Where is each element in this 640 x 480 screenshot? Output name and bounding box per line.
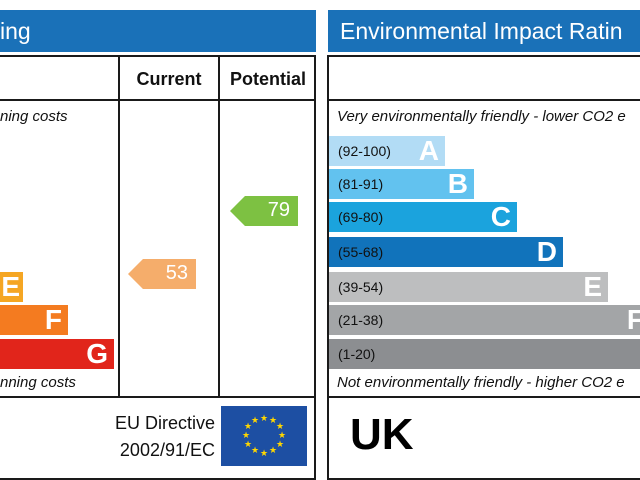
environmental-rating-header: Environmental Impact Ratin	[328, 10, 640, 52]
energy-header-row-divider	[0, 99, 316, 101]
environmental-band-f: (21-38) F	[329, 305, 640, 335]
environmental-band-c-range: (69-80)	[338, 209, 384, 225]
eu-directive-line1: EU Directive	[114, 413, 215, 433]
svg-text:★: ★	[276, 440, 284, 450]
energy-top-note: ning costs	[0, 108, 68, 125]
environmental-band-f-letter: F	[626, 305, 640, 335]
eu-directive-text: EU Directive 2002/91/EC	[60, 410, 215, 464]
energy-band-g: G	[0, 338, 114, 369]
energy-band-f: F	[0, 304, 68, 335]
eu-flag-icon: ★ ★ ★ ★ ★ ★ ★ ★ ★ ★ ★ ★	[221, 406, 307, 466]
environmental-band-e-letter: E	[583, 271, 602, 302]
svg-text:★: ★	[269, 446, 277, 456]
environmental-bottom-note: Not environmentally friendly - higher CO…	[337, 374, 625, 391]
country-label: UK	[350, 410, 414, 459]
svg-text:★: ★	[251, 446, 259, 456]
potential-rating-arrow: 79	[230, 196, 298, 226]
energy-divider-potential	[218, 55, 220, 398]
svg-text:★: ★	[244, 422, 252, 432]
environmental-band-a: (92-100) A	[329, 135, 445, 166]
environmental-band-a-range: (92-100)	[338, 143, 391, 159]
svg-text:★: ★	[242, 431, 250, 441]
energy-rating-header: ing	[0, 10, 316, 52]
svg-text:★: ★	[244, 440, 252, 450]
energy-band-e: E	[0, 271, 23, 302]
environmental-band-d-letter: D	[536, 236, 557, 267]
column-header-current: Current	[136, 69, 202, 89]
svg-text:★: ★	[260, 414, 268, 424]
environmental-band-a-letter: A	[418, 135, 439, 166]
energy-rating-table	[0, 55, 316, 480]
environmental-footer-divider	[327, 396, 640, 398]
environmental-band-c: (69-80) C	[329, 201, 517, 232]
energy-band-f-letter: F	[44, 304, 62, 335]
svg-text:★: ★	[278, 431, 286, 441]
environmental-band-d-range: (55-68)	[338, 244, 384, 260]
environmental-band-f-range: (21-38)	[338, 312, 384, 328]
energy-divider-current	[118, 55, 120, 398]
current-rating-value: 53	[165, 262, 188, 284]
energy-bottom-note: nning costs	[0, 374, 76, 391]
energy-band-g-letter: G	[86, 338, 108, 369]
environmental-band-d: (55-68) D	[329, 236, 563, 267]
svg-text:★: ★	[269, 416, 277, 426]
energy-rating-header-text: ing	[0, 18, 31, 44]
eu-directive-line2: 2002/91/EC	[119, 440, 215, 460]
environmental-top-note: Very environmentally friendly - lower CO…	[337, 108, 626, 125]
environmental-band-g: (1-20)	[329, 339, 640, 369]
environmental-header-row-divider	[327, 99, 640, 101]
energy-band-e-letter: E	[1, 271, 20, 302]
environmental-rating-table	[327, 55, 640, 480]
environmental-band-b-range: (81-91)	[338, 176, 384, 192]
svg-text:★: ★	[251, 416, 259, 426]
environmental-band-g-range: (1-20)	[338, 346, 376, 362]
potential-rating-value: 79	[267, 199, 290, 221]
environmental-band-b: (81-91) B	[329, 168, 474, 199]
environmental-band-c-letter: C	[490, 201, 511, 232]
svg-text:★: ★	[260, 449, 268, 459]
current-rating-arrow: 53	[128, 259, 196, 289]
environmental-rating-header-text: Environmental Impact Ratin	[340, 18, 623, 44]
column-header-potential: Potential	[229, 69, 306, 89]
environmental-band-e: (39-54) E	[329, 271, 608, 302]
energy-footer-divider	[0, 396, 316, 398]
environmental-band-b-letter: B	[447, 168, 468, 199]
svg-text:★: ★	[276, 422, 284, 432]
environmental-band-e-range: (39-54)	[338, 279, 384, 295]
